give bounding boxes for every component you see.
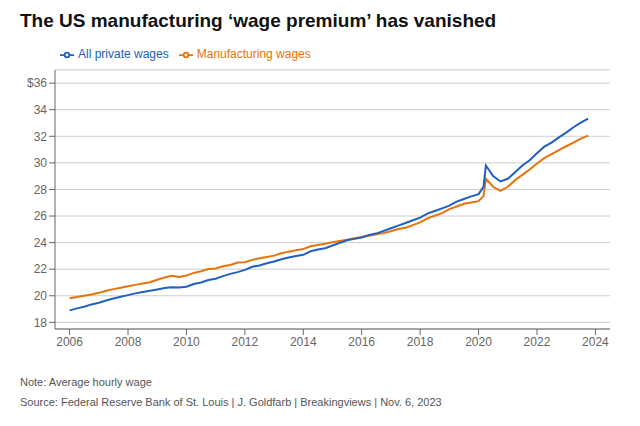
svg-text:34: 34 [34,103,48,117]
svg-text:$36: $36 [27,76,47,90]
svg-text:2006: 2006 [56,335,83,349]
svg-text:2010: 2010 [173,335,200,349]
html-text:Source: Federal Reserve Bank o: Source: Federal Reserve Bank of St. Loui… [20,396,442,408]
html-text:All private wages: All private wages [78,47,169,61]
svg-text:2018: 2018 [407,335,434,349]
svg-text:2008: 2008 [115,335,142,349]
html-text:Note: Average hourly wage: Note: Average hourly wage [20,376,152,388]
html-text:The US manufacturing ‘wage pre: The US manufacturing ‘wage premium’ has … [20,10,497,31]
svg-text:28: 28 [34,183,48,197]
svg-text:2024: 2024 [582,335,609,349]
svg-text:2020: 2020 [465,335,492,349]
svg-text:2022: 2022 [524,335,551,349]
svg-text:18: 18 [34,316,48,330]
svg-text:20: 20 [34,289,48,303]
svg-text:2014: 2014 [290,335,317,349]
svg-text:2016: 2016 [348,335,375,349]
svg-text:22: 22 [34,262,48,276]
svg-text:32: 32 [34,130,48,144]
svg-text:24: 24 [34,236,48,250]
svg-text:30: 30 [34,156,48,170]
svg-text:2012: 2012 [232,335,259,349]
svg-text:26: 26 [34,209,48,223]
html-text:Manufacturing wages: Manufacturing wages [196,47,311,61]
